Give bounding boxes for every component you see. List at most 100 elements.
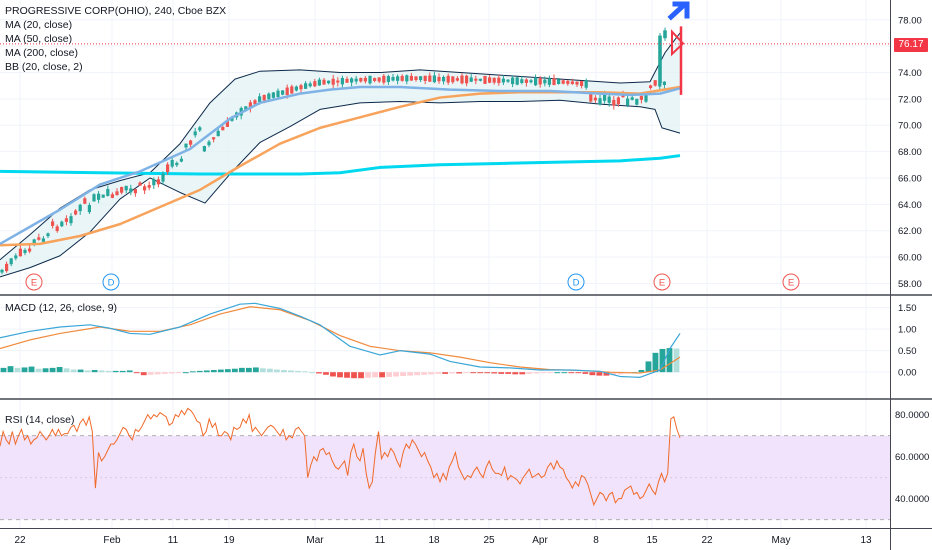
macd-histogram-bar — [673, 348, 680, 373]
macd-histogram-bar — [323, 372, 329, 375]
macd-histogram-bar — [316, 372, 322, 374]
candle-body — [317, 79, 321, 86]
candle-body — [396, 76, 400, 81]
candle-body — [60, 221, 64, 227]
candle-body — [557, 79, 561, 85]
candle-body — [78, 204, 82, 212]
rsi-tick-label: 80.0000 — [895, 410, 929, 421]
candle-body — [492, 77, 496, 83]
legend-ma20[interactable]: MA (20, close) — [5, 19, 73, 31]
price-tick-label: 62.00 — [898, 226, 922, 237]
legend-macd[interactable]: MACD (12, 26, close, 9) — [5, 302, 118, 314]
candle-body — [276, 90, 280, 98]
candle-body — [589, 94, 593, 102]
candle-body — [593, 97, 597, 101]
candle-body — [51, 221, 55, 226]
candle-body — [244, 106, 248, 111]
macd-histogram-bar — [393, 372, 399, 377]
time-tick-label: 25 — [483, 535, 495, 546]
candle-body — [41, 238, 45, 242]
candle-body — [386, 76, 390, 82]
macd-histogram-bar — [596, 372, 603, 376]
macd-histogram-bar — [358, 372, 364, 379]
candle-body — [529, 80, 533, 83]
candle-body — [350, 78, 354, 83]
legend-ma200[interactable]: MA (200, close) — [5, 47, 78, 59]
candle-body — [175, 162, 179, 166]
candle-body — [133, 189, 137, 194]
time-tick-label: 11 — [168, 535, 179, 546]
macd-histogram-bar — [147, 372, 154, 375]
macd-histogram-bar — [512, 372, 519, 375]
candle-body — [32, 239, 36, 244]
candle-body — [345, 78, 349, 83]
candle-body — [290, 86, 294, 94]
candle-body — [253, 100, 257, 105]
candle-body — [598, 98, 602, 105]
macd-histogram-bar — [0, 367, 7, 373]
macd-histogram-bar — [28, 366, 35, 373]
candle-body — [543, 79, 547, 84]
candle-body — [92, 194, 96, 202]
macd-histogram-bar — [112, 370, 119, 373]
legend-ma50[interactable]: MA (50, close) — [5, 33, 73, 45]
candle-body — [409, 75, 413, 81]
candle-body — [152, 179, 156, 186]
macd-histogram-bar — [645, 361, 652, 373]
time-tick-label: Apr — [532, 535, 548, 546]
macd-histogram-bar — [540, 372, 547, 374]
candle-body — [538, 78, 542, 85]
candle-body — [465, 75, 469, 84]
legend-rsi[interactable]: RSI (14, close) — [5, 414, 75, 426]
macd-histogram-bar — [21, 367, 28, 373]
earnings-marker-label: E — [788, 278, 794, 289]
macd-pane[interactable] — [0, 302, 681, 379]
candle-body — [368, 75, 372, 84]
macd-histogram-bar — [568, 372, 575, 374]
legend-bb[interactable]: BB (20, close, 2) — [5, 61, 83, 73]
candle-body — [414, 76, 418, 81]
macd-histogram-bar — [526, 372, 533, 374]
rsi-pane[interactable] — [0, 407, 890, 521]
price-tick-label: 68.00 — [898, 147, 922, 158]
candle-body — [511, 77, 515, 85]
macd-histogram-bar — [168, 372, 175, 374]
candle-body — [267, 93, 271, 100]
rsi-tick-label: 40.0000 — [895, 494, 929, 505]
price-tick-label: 78.00 — [898, 15, 922, 26]
dividend-marker-label: D — [108, 278, 115, 289]
price-tick-label: 74.00 — [898, 68, 922, 79]
candle-body — [129, 188, 133, 193]
macd-histogram-bar — [372, 372, 378, 378]
macd-histogram-bar — [379, 372, 385, 378]
price-pane[interactable] — [0, 27, 890, 278]
candle-body — [322, 79, 326, 85]
candle-body — [626, 98, 630, 106]
candle-body — [294, 86, 298, 91]
macd-histogram-bar — [463, 372, 470, 374]
candle-body — [147, 185, 151, 188]
macd-histogram-bar — [252, 367, 259, 373]
macd-histogram-bar — [98, 370, 105, 373]
macd-histogram-bar — [344, 372, 350, 378]
candle-body — [262, 94, 266, 101]
macd-histogram-bar — [659, 348, 666, 373]
macd-tick-label: 1.50 — [898, 303, 917, 314]
macd-histogram-bar — [42, 368, 49, 373]
candle-body — [225, 120, 229, 127]
candle-body — [515, 77, 519, 85]
macd-tick-label: 0.50 — [898, 346, 917, 357]
macd-histogram-bar — [126, 370, 133, 373]
candle-body — [497, 77, 501, 84]
time-tick-label: 22 — [14, 535, 26, 546]
time-tick-label: 22 — [701, 535, 713, 546]
candle-body — [575, 81, 579, 85]
candle-body — [299, 85, 303, 90]
candle-body — [198, 127, 202, 131]
bb-fill — [0, 32, 680, 277]
macd-histogram-bar — [498, 372, 505, 374]
candle-body — [5, 263, 9, 272]
candle-body — [474, 78, 478, 81]
